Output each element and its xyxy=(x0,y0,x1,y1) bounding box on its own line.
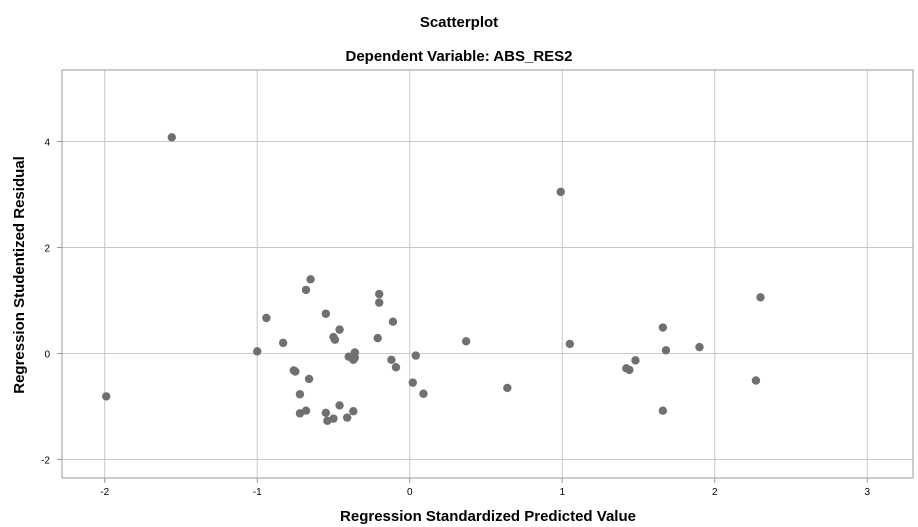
x-tick-label: 2 xyxy=(712,487,718,498)
y-tick-label: 4 xyxy=(44,138,50,149)
data-point xyxy=(167,133,177,142)
data-point xyxy=(321,408,331,418)
x-axis-label: Regression Standardized Predicted Value xyxy=(340,508,636,525)
chart-title: Scatterplot xyxy=(420,14,498,31)
data-point xyxy=(291,367,300,376)
data-point xyxy=(306,275,315,284)
x-tick-label: 0 xyxy=(407,487,413,498)
y-tick-label: -2 xyxy=(41,455,50,466)
data-point xyxy=(253,347,262,356)
x-tick-label: -1 xyxy=(253,487,262,498)
data-point xyxy=(350,353,360,362)
data-point xyxy=(102,392,111,401)
data-point xyxy=(330,335,340,344)
data-point xyxy=(658,323,668,332)
data-point xyxy=(349,407,358,416)
data-point xyxy=(756,293,765,302)
data-point xyxy=(373,333,382,343)
grid-layer xyxy=(62,70,913,478)
data-point xyxy=(301,285,311,295)
data-point xyxy=(388,317,398,326)
tick-layer: -2 -1 0 1 2 3 -2 0 2 4 xyxy=(41,138,870,498)
y-axis-label: Regression Studentized Residual xyxy=(11,156,28,394)
data-point xyxy=(658,406,668,415)
data-point xyxy=(278,338,288,348)
data-point xyxy=(335,325,344,334)
data-point xyxy=(695,342,704,352)
data-point xyxy=(408,378,417,387)
data-point xyxy=(329,414,338,423)
data-point xyxy=(321,309,331,318)
data-point xyxy=(375,298,384,307)
data-point xyxy=(503,383,512,393)
data-point xyxy=(419,389,428,398)
x-tick-label: 1 xyxy=(559,487,565,498)
plot-frame xyxy=(61,69,914,479)
data-point xyxy=(387,355,396,365)
data-point xyxy=(625,365,634,375)
data-points xyxy=(102,133,765,425)
data-point xyxy=(661,346,671,355)
data-point xyxy=(262,313,271,323)
data-point xyxy=(461,337,471,346)
x-tick-label: -2 xyxy=(100,487,109,498)
y-tick-label: 0 xyxy=(44,349,50,360)
chart-subtitle: Dependent Variable: ABS_RES2 xyxy=(345,48,572,65)
data-point xyxy=(391,363,401,372)
data-point xyxy=(565,339,575,349)
data-point xyxy=(411,351,421,360)
data-point xyxy=(556,187,565,197)
data-point xyxy=(304,374,314,384)
data-point xyxy=(631,356,640,365)
x-tick-label: 3 xyxy=(864,487,870,498)
data-point xyxy=(301,406,311,415)
data-point xyxy=(342,413,352,422)
data-point xyxy=(751,376,761,385)
y-tick-label: 2 xyxy=(44,244,50,255)
data-point xyxy=(335,401,344,410)
data-point xyxy=(295,390,305,399)
data-point xyxy=(375,289,384,299)
